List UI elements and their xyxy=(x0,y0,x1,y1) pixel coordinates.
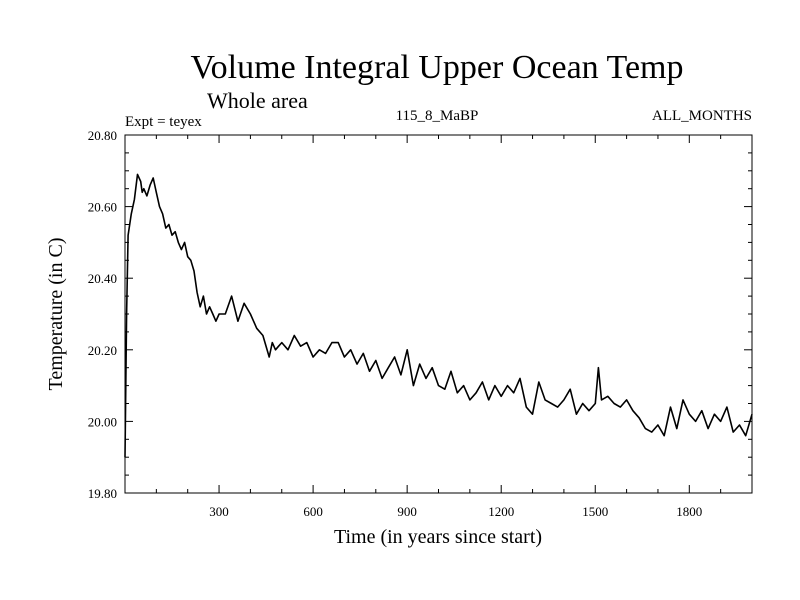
y-tick-label: 20.60 xyxy=(88,200,117,215)
months-label: ALL_MONTHS xyxy=(652,108,752,124)
x-tick-label: 900 xyxy=(397,504,417,519)
y-tick-label: 20.00 xyxy=(88,414,117,429)
y-axis-label: Temperature (in C) xyxy=(45,238,67,391)
axis-tick-labels: 300 600 900 1200 1500 1800 19.80 20.00 20.20 20.4… xyxy=(88,128,703,519)
y-tick-label: 20.80 xyxy=(88,128,117,143)
temperature-series-line xyxy=(124,173,753,458)
run-label: 115_8_MaBP xyxy=(396,108,479,124)
x-tick-label: 1200 xyxy=(488,504,514,519)
chart-subtitle: Whole area xyxy=(207,88,308,113)
chart-title: Volume Integral Upper Ocean Temp xyxy=(191,49,684,86)
y-tick-label: 19.80 xyxy=(88,486,117,501)
experiment-label: Expt = teyex xyxy=(125,114,202,130)
axis-ticks xyxy=(125,134,752,494)
x-tick-label: 600 xyxy=(303,504,323,519)
x-tick-label: 300 xyxy=(209,504,229,519)
y-tick-label: 20.40 xyxy=(88,271,117,286)
x-tick-label: 1800 xyxy=(676,504,702,519)
y-tick-label: 20.20 xyxy=(88,343,117,358)
x-tick-label: 1500 xyxy=(582,504,608,519)
x-axis-label: Time (in years since start) xyxy=(334,526,542,548)
